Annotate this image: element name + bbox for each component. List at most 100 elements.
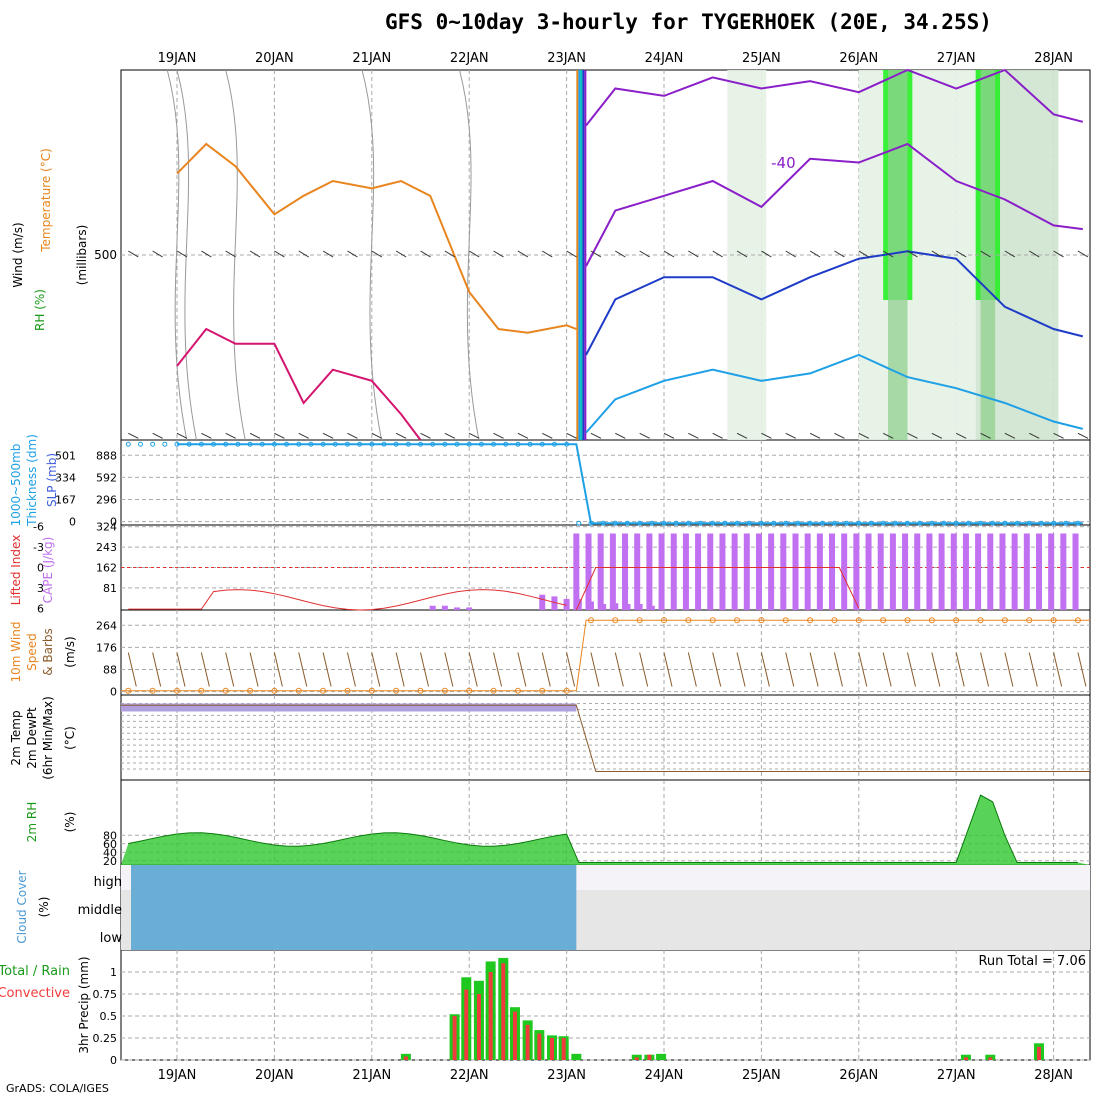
precip-conv-bar xyxy=(464,989,469,1060)
wind-speed-marker xyxy=(368,687,375,694)
thickness-marker xyxy=(491,441,497,447)
cape-bar xyxy=(719,533,726,610)
thickness-marker xyxy=(783,520,789,526)
thickness-marker xyxy=(734,520,740,526)
wind-barb-10m xyxy=(785,652,795,687)
thickness-marker xyxy=(710,520,716,526)
thickness-marker xyxy=(698,520,704,526)
cape-bar xyxy=(551,596,558,610)
wind-barb-10m xyxy=(225,652,235,687)
cape-bar xyxy=(1048,533,1055,610)
wind-barb xyxy=(249,250,261,258)
precip-conv-bar xyxy=(647,1054,652,1060)
thickness-marker xyxy=(1038,520,1044,526)
wind-barb-10m xyxy=(200,652,210,687)
date-tick-top: 26JAN xyxy=(839,51,878,66)
lifted-ytick: -3 xyxy=(33,541,44,554)
cape-ytick: 243 xyxy=(96,541,117,554)
wind-barb xyxy=(468,250,480,258)
wind-barb-10m xyxy=(760,652,770,687)
lifted-ytick: 3 xyxy=(37,582,44,595)
wind10m-label-3: & Barbs xyxy=(41,628,55,676)
date-tick-bottom: 21JAN xyxy=(352,1068,391,1083)
cape-ytick: 324 xyxy=(96,521,117,534)
thickness-marker xyxy=(905,520,910,526)
wind-barb xyxy=(371,432,383,439)
thickness-marker xyxy=(211,441,217,447)
lifted-ytick: 6 xyxy=(37,602,44,615)
thickness-marker xyxy=(527,441,533,447)
thickness-marker xyxy=(990,520,996,526)
thickness-marker xyxy=(296,441,302,447)
temp2m-label-3: (6hr Min/Max) xyxy=(41,696,55,780)
wind-barb-10m xyxy=(614,652,624,687)
wind-speed-marker xyxy=(466,687,473,694)
wind-barb xyxy=(663,250,675,258)
rh-label: RH (%) xyxy=(33,289,47,331)
thickness-marker xyxy=(722,520,728,526)
front-band xyxy=(582,70,585,440)
precip-conv-bar xyxy=(537,1033,542,1060)
thickness-marker xyxy=(965,520,971,526)
chart-title: GFS 0~10day 3-hourly for TYGERHOEK (20E,… xyxy=(385,10,992,34)
wind-speed-marker xyxy=(1050,617,1057,624)
wind-barb xyxy=(809,432,821,439)
date-tick-bottom: 27JAN xyxy=(937,1068,976,1083)
precip-conv-bar xyxy=(452,1016,457,1060)
temp2m-label-2: 2m DewPt xyxy=(25,707,39,769)
wind-barb xyxy=(468,432,480,439)
wind-speed-marker xyxy=(514,687,521,694)
date-tick-bottom: 23JAN xyxy=(547,1068,586,1083)
wind-barb xyxy=(663,432,675,439)
wind-speed-marker xyxy=(782,617,789,624)
thickness-marker xyxy=(746,520,752,526)
thickness-marker xyxy=(137,441,143,447)
thickness-ytick: 167 xyxy=(55,494,76,507)
wind-barb-10m xyxy=(395,652,405,687)
thickness-marker xyxy=(259,441,265,447)
footer-credit: GrADS: COLA/IGES xyxy=(6,1082,109,1095)
thickness-marker xyxy=(247,441,253,447)
precip-ytick: 0.5 xyxy=(100,1010,118,1023)
rh2m-label: 2m RH xyxy=(25,802,39,843)
thickness-marker xyxy=(600,520,606,526)
thickness-marker xyxy=(661,520,667,526)
thickness-marker xyxy=(1014,520,1020,526)
slp-label: SLP (mb) xyxy=(45,453,59,507)
wind-barb xyxy=(834,250,845,258)
slp-ytick: 0 xyxy=(110,516,117,529)
precip-conv-bar xyxy=(525,1024,530,1060)
cape-bar xyxy=(950,533,957,610)
cloud-area xyxy=(131,865,577,950)
thickness-marker xyxy=(381,441,387,447)
wind-barb-10m xyxy=(833,652,843,687)
wind-barb xyxy=(882,250,894,258)
cape-bar xyxy=(658,533,665,610)
wind-barb xyxy=(493,250,504,258)
precip-conv-bar xyxy=(561,1038,566,1060)
wind-barb xyxy=(639,432,650,439)
wind-speed-marker xyxy=(807,617,814,624)
thickness-marker xyxy=(150,441,156,447)
rh2m-ytick: 60 xyxy=(103,838,117,851)
front-band xyxy=(580,70,583,440)
cape-bar xyxy=(695,533,702,610)
wind-speed-marker xyxy=(1001,617,1008,624)
wind-barb xyxy=(395,250,407,258)
wind-barb-10m xyxy=(298,652,308,687)
wind-barb-10m xyxy=(420,652,429,687)
wind-barb xyxy=(128,432,139,439)
wind-barb xyxy=(225,250,236,258)
thickness-marker xyxy=(807,520,813,526)
wind-barb xyxy=(809,250,821,258)
thickness-marker xyxy=(1063,520,1069,526)
wind-speed-marker xyxy=(393,687,400,694)
panel-frame-7 xyxy=(120,949,1091,1061)
thickness-marker xyxy=(308,441,314,447)
wind-speed-marker xyxy=(928,617,935,624)
cape-bar xyxy=(755,533,762,610)
cape-bar xyxy=(622,533,629,610)
lifted-label: Lifted Index xyxy=(9,535,23,606)
cape-bar xyxy=(816,533,823,610)
thickness-marker xyxy=(551,441,557,447)
